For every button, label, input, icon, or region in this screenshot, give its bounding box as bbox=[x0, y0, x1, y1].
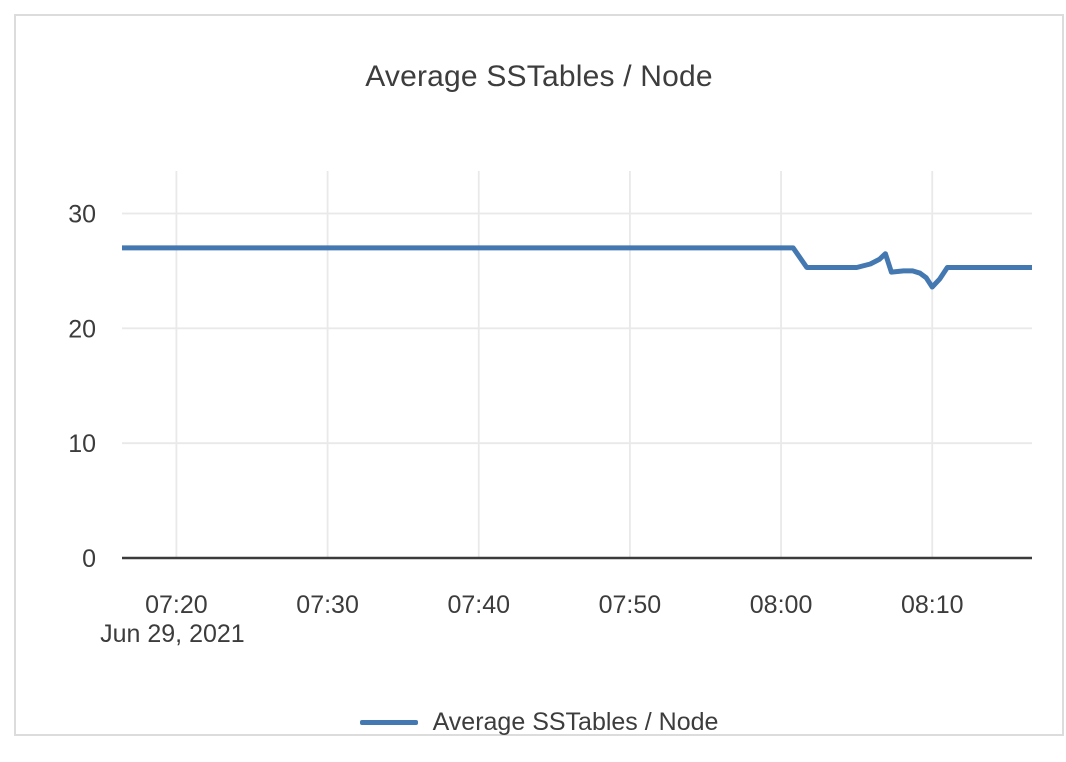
x-tick-label: 07:40 bbox=[447, 591, 510, 619]
x-axis-date-label: Jun 29, 2021 bbox=[100, 620, 245, 648]
legend[interactable]: Average SSTables / Node bbox=[16, 708, 1062, 737]
x-tick-label: 07:30 bbox=[296, 591, 359, 619]
y-tick-label: 0 bbox=[82, 545, 96, 573]
legend-item-label: Average SSTables / Node bbox=[432, 708, 719, 736]
x-tick-label: 07:50 bbox=[599, 591, 662, 619]
legend-line-icon bbox=[359, 720, 418, 725]
y-tick-label: 30 bbox=[68, 200, 96, 228]
series-line[interactable] bbox=[122, 245, 1032, 290]
y-tick-label: 20 bbox=[68, 315, 96, 343]
x-tick-label: 07:20 bbox=[145, 591, 208, 619]
plot-area[interactable]: 07:20 07:30 07:40 07:50 08:00 08:10 0 10 20 30 Jun… bbox=[16, 16, 1066, 762]
x-tick-label: 08:00 bbox=[750, 591, 813, 619]
y-tick-label: 10 bbox=[68, 430, 96, 458]
chart-card: Average SSTables / Node 07:20 07:30 07:40 0… bbox=[14, 14, 1064, 736]
chart-title: Average SSTables / Node bbox=[365, 60, 713, 93]
x-tick-label: 08:10 bbox=[901, 591, 964, 619]
